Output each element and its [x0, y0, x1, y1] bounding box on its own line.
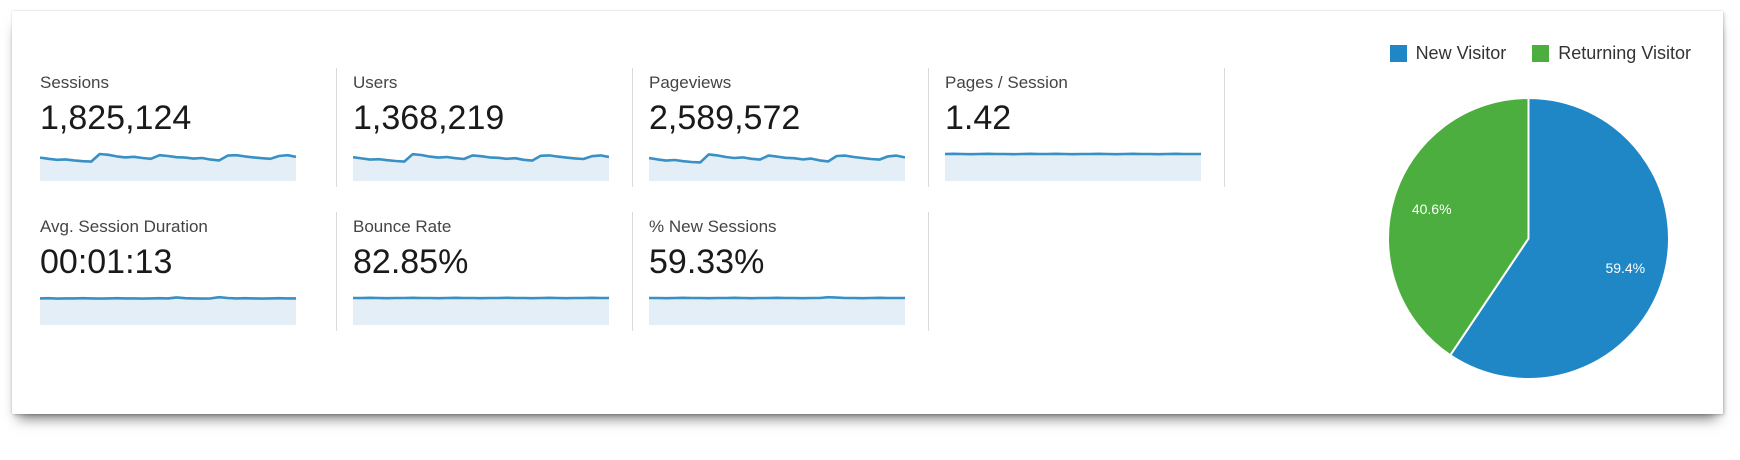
avg-session-duration-sparkline [40, 291, 296, 325]
users-sparkline [353, 147, 609, 181]
metric-card-percent-new-sessions: % New Sessions 59.33% [633, 212, 929, 331]
pie-slice-label: 59.4% [1605, 260, 1645, 276]
pie-slice-new-visitor[interactable] [1449, 97, 1670, 380]
analytics-summary-panel: Sessions 1,825,124 Users 1,368,219 Pagev… [12, 11, 1723, 414]
bounce-rate-sparkline [353, 291, 609, 325]
metric-value: 59.33% [649, 243, 765, 281]
returning-visitor-swatch-icon [1532, 45, 1550, 62]
new-visitor-swatch-icon [1389, 45, 1407, 62]
metric-cards-row-2: Avg. Session Duration 00:01:13 Bounce Ra… [40, 212, 929, 331]
metric-label: Sessions [40, 73, 109, 92]
sessions-sparkline [40, 147, 296, 181]
legend-label: Returning Visitor [1558, 43, 1691, 63]
metric-value: 1.42 [945, 99, 1012, 137]
visitor-type-pie-chart[interactable]: 59.4% 40.6% [1385, 95, 1672, 382]
metric-value: 2,589,572 [649, 99, 801, 137]
metric-card-pageviews: Pageviews 2,589,572 [633, 68, 929, 187]
legend-item-new-visitor[interactable]: New Visitor [1389, 43, 1507, 64]
metric-card-bounce-rate: Bounce Rate 82.85% [337, 212, 633, 331]
metric-label: % New Sessions [649, 217, 777, 236]
legend-item-returning-visitor[interactable]: Returning Visitor [1532, 43, 1691, 64]
legend-label: New Visitor [1415, 43, 1507, 63]
pie-slice-label: 40.6% [1412, 201, 1452, 217]
percent-new-sessions-sparkline [649, 291, 905, 325]
metric-value: 1,825,124 [40, 99, 192, 137]
metric-label: Pages / Session [945, 73, 1068, 92]
metric-card-sessions: Sessions 1,825,124 [40, 68, 337, 187]
pages-per-session-sparkline [945, 147, 1201, 181]
metric-label: Users [353, 73, 398, 92]
metric-cards-row-1: Sessions 1,825,124 Users 1,368,219 Pagev… [40, 68, 1225, 187]
metric-value: 00:01:13 [40, 243, 173, 281]
metric-card-pages-per-session: Pages / Session 1.42 [929, 68, 1225, 187]
pageviews-sparkline [649, 147, 905, 181]
pie-slice-returning-visitor[interactable] [1387, 97, 1530, 357]
visitor-type-legend: New Visitor Returning Visitor [1389, 43, 1691, 64]
metric-label: Pageviews [649, 73, 732, 92]
metric-value: 1,368,219 [353, 99, 505, 137]
metric-value: 82.85% [353, 243, 469, 281]
metric-label: Avg. Session Duration [40, 217, 208, 236]
metric-label: Bounce Rate [353, 217, 452, 236]
metric-card-avg-session-duration: Avg. Session Duration 00:01:13 [40, 212, 337, 331]
metric-card-users: Users 1,368,219 [337, 68, 633, 187]
